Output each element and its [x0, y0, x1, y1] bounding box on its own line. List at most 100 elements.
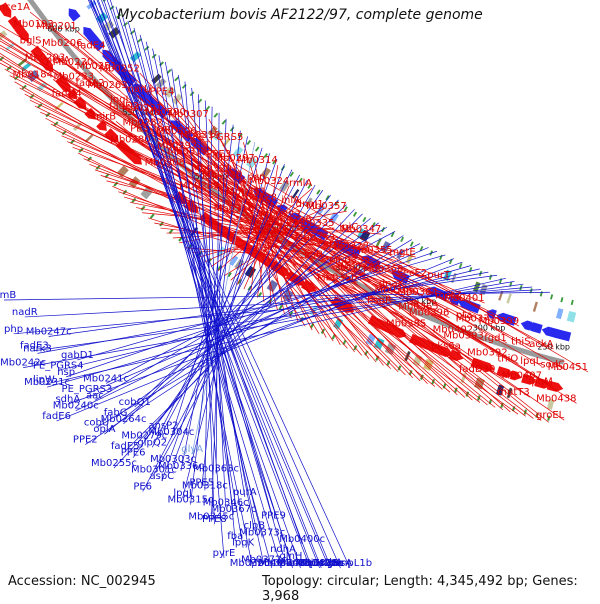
feature-block	[533, 302, 538, 312]
gene-label: rmlA	[289, 178, 312, 189]
feature-block	[459, 263, 463, 268]
gene-label: Mb0438	[536, 393, 576, 404]
gene-label: Mb0307	[168, 109, 208, 120]
feature-block	[506, 293, 511, 303]
gene-label: thiS	[511, 337, 530, 348]
gene-label: groEL	[536, 410, 565, 421]
feature-block	[550, 294, 553, 299]
gene-label: PPE6	[121, 448, 146, 459]
gene-label: Mb0280	[110, 134, 150, 145]
gene-label: Mb0363c	[193, 463, 239, 474]
feature-block	[362, 217, 366, 222]
gene-label: hsp	[57, 367, 75, 378]
gene-label: Mb0347	[341, 224, 381, 235]
feature-block	[489, 275, 492, 280]
feature-block	[213, 113, 218, 118]
gene-label: mutT3	[497, 387, 529, 398]
gene-label: pks6a	[431, 341, 461, 352]
feature-block	[571, 300, 574, 305]
gene-label: Mb0328	[237, 193, 277, 204]
gene-label: Mb0367c	[211, 504, 257, 515]
gene-label: Mb0335	[294, 218, 334, 229]
gene-label: PPE9	[261, 510, 286, 521]
gene-label: PE_PGRS5	[193, 132, 244, 143]
gene-label: thiO	[497, 354, 518, 365]
gene-label: Mb0399	[479, 316, 519, 327]
feature-block	[410, 241, 414, 246]
gene-label: Mb0308	[145, 157, 185, 168]
gene-label: Mb0400c	[279, 534, 325, 545]
gene-label: secE2	[398, 268, 428, 279]
gene-label: mgtE	[389, 247, 415, 258]
gene-label: cobQ1	[119, 397, 151, 408]
gene-label: purA	[233, 487, 257, 498]
gene-label: Mb0357	[306, 201, 346, 212]
gene-label: Mb0384	[397, 287, 437, 298]
feature-block	[567, 311, 576, 322]
gene-label: trmB	[0, 290, 16, 301]
gene-label: lpqM	[529, 377, 553, 388]
feature-block	[560, 297, 563, 302]
gene-label: Mb0396	[409, 308, 449, 319]
gene-label: Mb0324	[249, 176, 289, 187]
map-title: Mycobacterium bovis AF2122/97, complete …	[0, 7, 600, 23]
gene-label: nirB	[96, 111, 116, 122]
gene-label: fadE4	[77, 40, 106, 51]
gene-label: Mb0321	[248, 226, 288, 237]
gene-label: Mb0247c	[26, 326, 72, 337]
gene-label: lpqL	[520, 356, 541, 367]
gene-label: fgd1	[484, 333, 507, 344]
gene-label: aspC	[149, 471, 174, 482]
gene-label: Mb0317	[168, 147, 208, 158]
gene-label: nadR	[12, 307, 38, 318]
gene-label: gabD1	[61, 350, 94, 361]
gene-label: oplA	[93, 424, 115, 435]
feature-block	[103, 0, 108, 2]
feature-block	[353, 212, 357, 217]
gene-label: Mb0241c	[83, 373, 129, 384]
gene-label: purT	[427, 270, 451, 281]
feature-block	[230, 127, 235, 132]
gene-label: Mb0393	[443, 331, 483, 342]
feature-block	[150, 214, 155, 219]
gene-label: Mb0316	[214, 203, 254, 214]
gene-label: fadE6	[42, 411, 71, 422]
gene-label: ackA	[529, 339, 553, 350]
gene-label: PPE4	[150, 86, 175, 97]
gene-label: nark3	[23, 343, 52, 354]
gene-label: Mb0264c	[101, 414, 147, 425]
gene-label: hspR	[367, 295, 392, 306]
gene-label: php	[4, 324, 23, 335]
feature-block	[182, 84, 187, 89]
gene-arrow	[542, 327, 558, 338]
feature-block	[140, 187, 153, 200]
gene-label: iniB	[304, 249, 323, 260]
gene-label: lpqK	[232, 538, 254, 549]
gene-label: glyA	[181, 444, 203, 455]
gene-label: Mb0184	[13, 69, 53, 80]
gene-label: Mb0401	[444, 293, 484, 304]
gene-label: fadD4	[52, 88, 82, 99]
gene-label: Mb0289	[179, 180, 219, 191]
gene-label: Mb0314	[237, 155, 277, 166]
feature-block	[556, 308, 563, 319]
accession-text: Accession: NC_002945	[8, 574, 156, 589]
feature-block	[54, 102, 63, 110]
feature-block	[144, 46, 149, 51]
gene-label: Mb0263	[87, 80, 127, 91]
gene-label: Mb0355	[352, 245, 392, 256]
gene-label: Mb0304c	[148, 427, 194, 438]
gene-label: Mb0252	[99, 63, 139, 74]
gene-label: Mb0318c	[182, 480, 228, 491]
feature-block	[255, 147, 259, 152]
gene-label: narU	[127, 84, 151, 95]
gene-label: aac	[86, 390, 104, 401]
gene-label: Mb0385	[386, 318, 426, 329]
feature-block	[198, 99, 203, 104]
gene-label: Mb0356	[317, 272, 357, 283]
gene-label: Mb0240c	[53, 401, 99, 412]
gene-label: Mb0300	[202, 170, 242, 181]
gene-label: mmpL1b	[328, 558, 372, 569]
gene-label: glpQ2	[137, 437, 167, 448]
